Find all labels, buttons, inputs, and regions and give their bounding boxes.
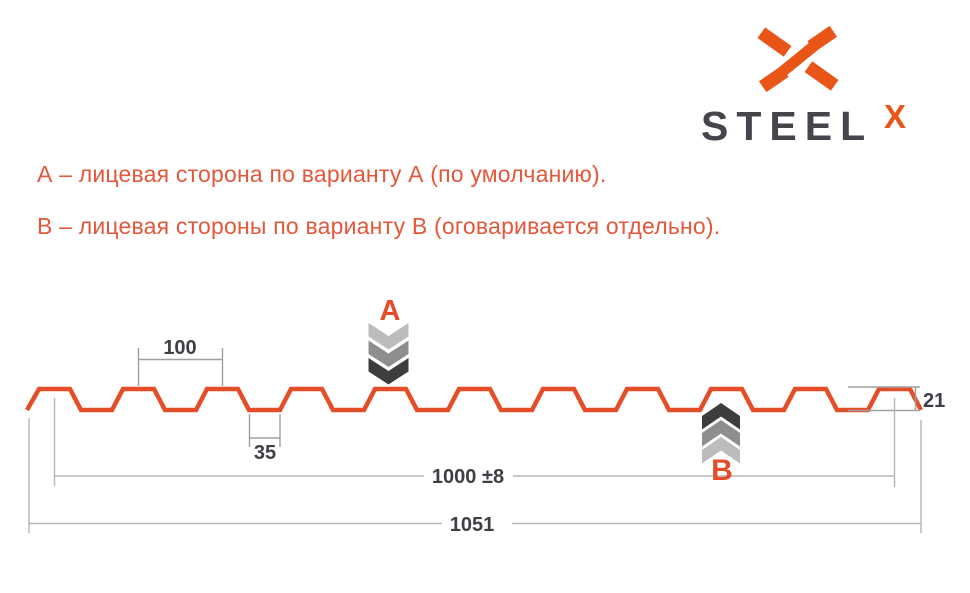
- brand-sup-x: X: [884, 98, 907, 135]
- marker-a-label: A: [379, 295, 401, 327]
- dim-overall-width-label: 1051: [449, 514, 495, 536]
- sheet-profile-outline: [25, 386, 923, 413]
- dim-overall-width-lines: [28, 418, 922, 533]
- note-variant-b: В – лицевая стороны по варианту В (огова…: [37, 213, 721, 239]
- note-variant-a: А – лицевая сторона по варианту А (по ум…: [37, 161, 607, 187]
- marker-b-label: B: [711, 454, 733, 487]
- brand-name: STEEL: [701, 103, 874, 149]
- side-b-chevrons-icon: [702, 403, 740, 464]
- side-a-chevrons-icon: [368, 323, 409, 385]
- dim-pitch-lines: [137, 348, 224, 386]
- dim-valley-lines: [248, 414, 281, 447]
- dim-working-width-lines: [53, 398, 896, 487]
- dim-working-width-label: 1000 ±8: [431, 466, 505, 488]
- dim-height-label: 21: [923, 390, 946, 412]
- dim-valley-label: 35: [253, 442, 277, 464]
- steelx-logo-icon: [757, 25, 839, 93]
- dim-pitch-label: 100: [163, 337, 197, 359]
- dim-height-lines: [848, 386, 920, 412]
